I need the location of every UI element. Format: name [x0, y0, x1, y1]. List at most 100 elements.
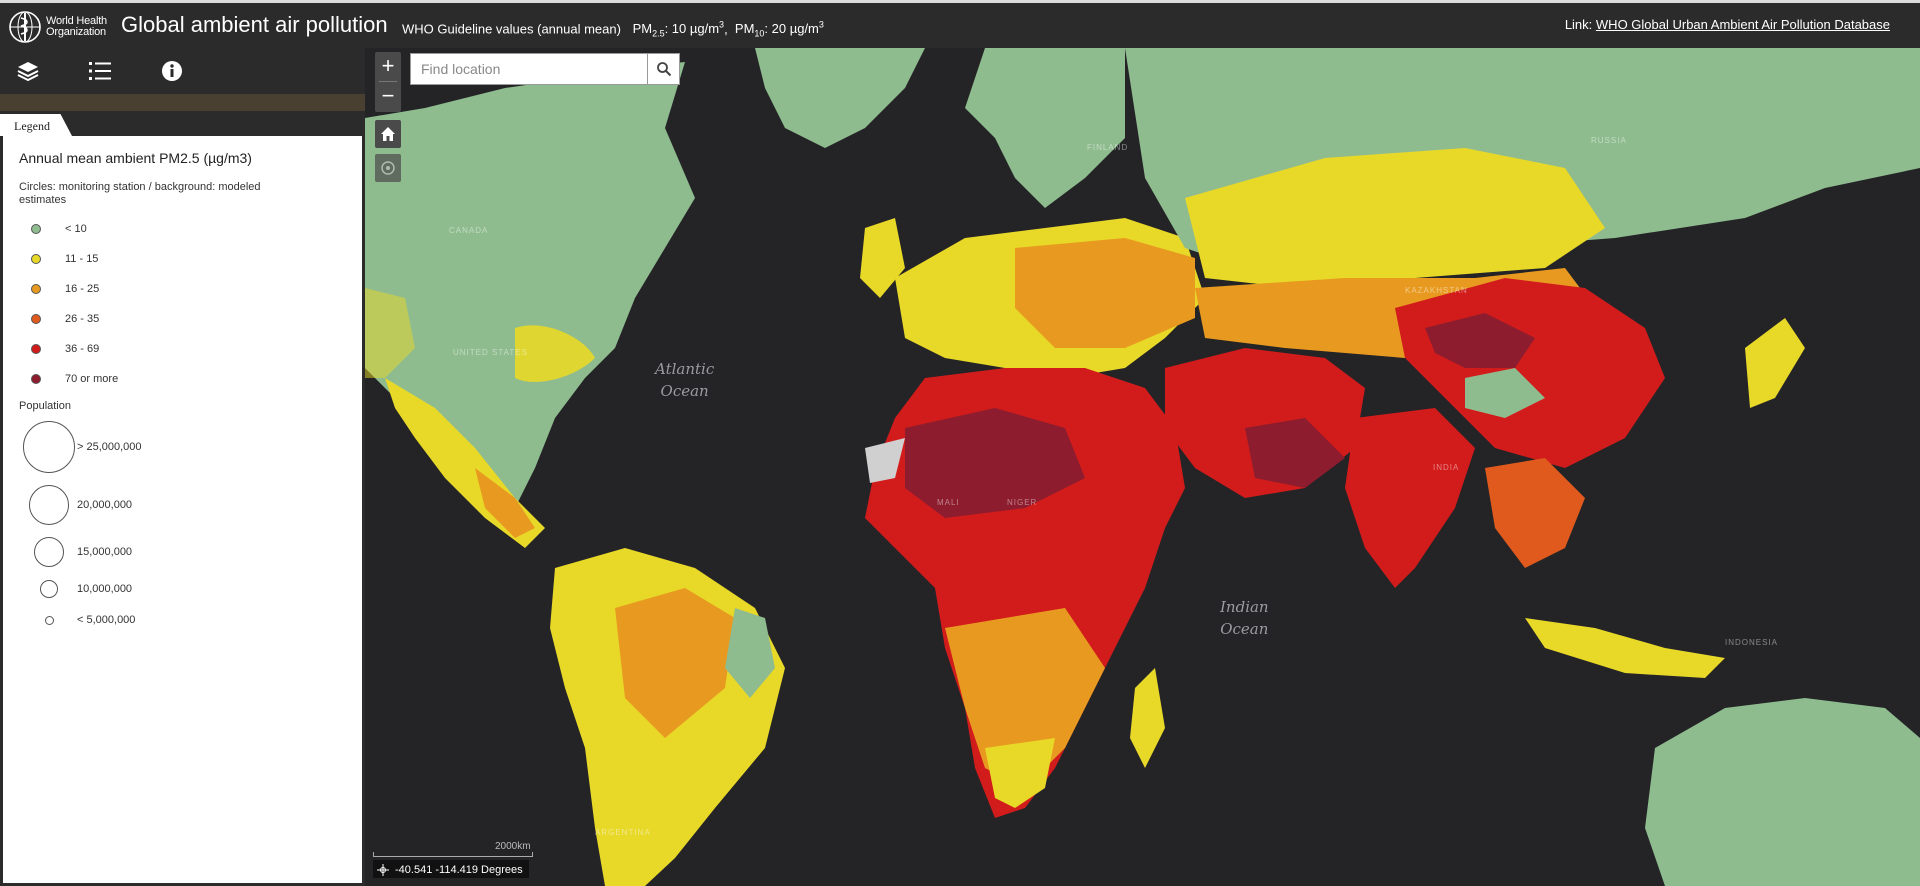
russia-yellow — [1185, 148, 1605, 288]
guideline-values: WHO Guideline values (annual mean) PM2.5… — [402, 20, 824, 39]
country-label: KAZAKHSTAN — [1405, 286, 1468, 295]
legend-list-button[interactable] — [85, 56, 115, 86]
country-label: UNITED STATES — [453, 348, 528, 357]
list-icon — [89, 62, 111, 80]
population-label: < 5,000,000 — [77, 614, 136, 626]
country-label: ARGENTINA — [595, 828, 651, 837]
population-circle-box — [19, 537, 79, 567]
zoom-separator — [379, 81, 397, 82]
population-circle — [34, 537, 64, 567]
pm25-guideline: PM2.5: 10 µg/m3 — [632, 20, 725, 39]
ocean-label-indian: Indian Ocean — [1220, 598, 1269, 638]
locate-button[interactable] — [375, 154, 401, 182]
population-row: > 25,000,000 — [19, 416, 346, 478]
link-label: Link: — [1564, 17, 1593, 32]
zoom-in-button[interactable]: + — [381, 53, 395, 78]
ocean-label-atlantic: Atlantic Ocean — [655, 360, 715, 400]
legend-swatch — [31, 224, 41, 234]
pm10-guideline: PM10: 20 µg/m3 — [734, 20, 824, 39]
japan — [1745, 318, 1805, 408]
about-button[interactable] — [157, 56, 187, 86]
map-view[interactable]: Atlantic Ocean Indian Ocean CANADA UNITED … — [365, 48, 1920, 886]
country-label: MALI — [937, 498, 960, 507]
country-label: INDIA — [1433, 463, 1460, 472]
scale-line — [373, 852, 533, 857]
population-row: 15,000,000 — [19, 532, 346, 572]
app-title: Global ambient air pollution — [121, 12, 388, 37]
who-logo-text: World Health Organization — [46, 16, 107, 38]
logo-line-1: World Health — [46, 15, 107, 27]
population-row: < 5,000,000 — [19, 606, 346, 634]
home-icon — [381, 127, 395, 141]
app-header: World Health Organization Global ambient… — [0, 0, 1920, 48]
legend-class-label: 36 - 69 — [65, 343, 100, 355]
arabia-dark — [1245, 418, 1345, 488]
who-emblem-icon — [9, 11, 41, 43]
legend-swatch — [31, 284, 41, 294]
legend-class-row: < 10 — [19, 214, 346, 244]
india — [1345, 408, 1475, 588]
legend-swatch — [31, 344, 41, 354]
west-sahara-nodata — [865, 438, 905, 483]
world-map[interactable] — [365, 48, 1920, 886]
guideline-label: WHO Guideline values (annual mean) — [402, 21, 621, 37]
greenland — [755, 48, 925, 148]
scale-bar: 2000km — [373, 841, 533, 857]
home-button[interactable] — [375, 120, 401, 148]
madagascar — [1130, 668, 1165, 768]
brazil-east-green — [725, 608, 775, 698]
central-america — [475, 468, 535, 538]
database-link[interactable]: WHO Global Urban Ambient Air Pollution D… — [1595, 17, 1890, 32]
country-label: INDONESIA — [1725, 638, 1779, 647]
legend-subtitle: Circles: monitoring station / background… — [19, 181, 261, 206]
country-label: CANADA — [449, 226, 489, 235]
legend-panel: Legend Annual mean ambient PM2.5 (µg/m3)… — [0, 111, 365, 886]
zoom-out-button[interactable]: − — [381, 83, 395, 108]
panel-toolbar — [0, 48, 365, 94]
pm-class-list: < 10 11 - 15 16 - 25 26 - 35 36 - 69 70 or mo… — [19, 214, 346, 394]
legend-title: Annual mean ambient PM2.5 (µg/m3) — [19, 150, 252, 166]
uk — [860, 218, 905, 298]
legend-class-label: 70 or more — [65, 373, 119, 385]
legend-body: Annual mean ambient PM2.5 (µg/m3) Circle… — [3, 136, 362, 883]
coordinate-text: -40.541 -114.419 Degrees — [395, 864, 523, 876]
indonesia — [1525, 618, 1725, 678]
population-circle — [40, 580, 58, 598]
brazil-orange — [615, 588, 735, 738]
population-circle — [44, 615, 54, 625]
who-logo: World Health Organization — [8, 9, 112, 45]
crosshair-icon[interactable] — [377, 864, 389, 876]
population-label: > 25,000,000 — [77, 441, 142, 453]
legend-class-label: < 10 — [65, 223, 87, 235]
population-label: 20,000,000 — [77, 499, 133, 511]
location-search — [410, 53, 680, 85]
layers-button[interactable] — [13, 56, 43, 86]
population-circle-box — [19, 485, 79, 525]
population-row: 20,000,000 — [19, 478, 346, 532]
legend-tab[interactable]: Legend — [0, 114, 72, 136]
search-input[interactable] — [411, 54, 647, 84]
search-button[interactable] — [647, 54, 679, 84]
africa-south-orange — [945, 608, 1105, 788]
panel-divider — [0, 94, 365, 111]
legend-class-label: 16 - 25 — [65, 283, 100, 295]
legend-swatch — [31, 374, 41, 384]
legend-swatch — [31, 254, 41, 264]
population-circle — [29, 485, 69, 525]
africa-south-yellow — [985, 738, 1055, 808]
legend-swatch — [31, 314, 41, 324]
legend-class-row: 11 - 15 — [19, 244, 346, 274]
north-america-land — [365, 62, 695, 518]
country-label: RUSSIA — [1591, 136, 1627, 145]
population-circle-box — [19, 421, 79, 473]
locate-icon — [381, 161, 395, 175]
population-row: 10,000,000 — [19, 572, 346, 606]
population-circle-box — [19, 615, 79, 625]
scandinavia — [965, 48, 1125, 208]
search-icon — [656, 62, 671, 77]
scale-text: 2000km — [495, 841, 531, 852]
legend-class-row: 26 - 35 — [19, 304, 346, 334]
population-label: 15,000,000 — [77, 546, 133, 558]
us-west-yellow — [365, 288, 415, 378]
legend-class-row: 16 - 25 — [19, 274, 346, 304]
